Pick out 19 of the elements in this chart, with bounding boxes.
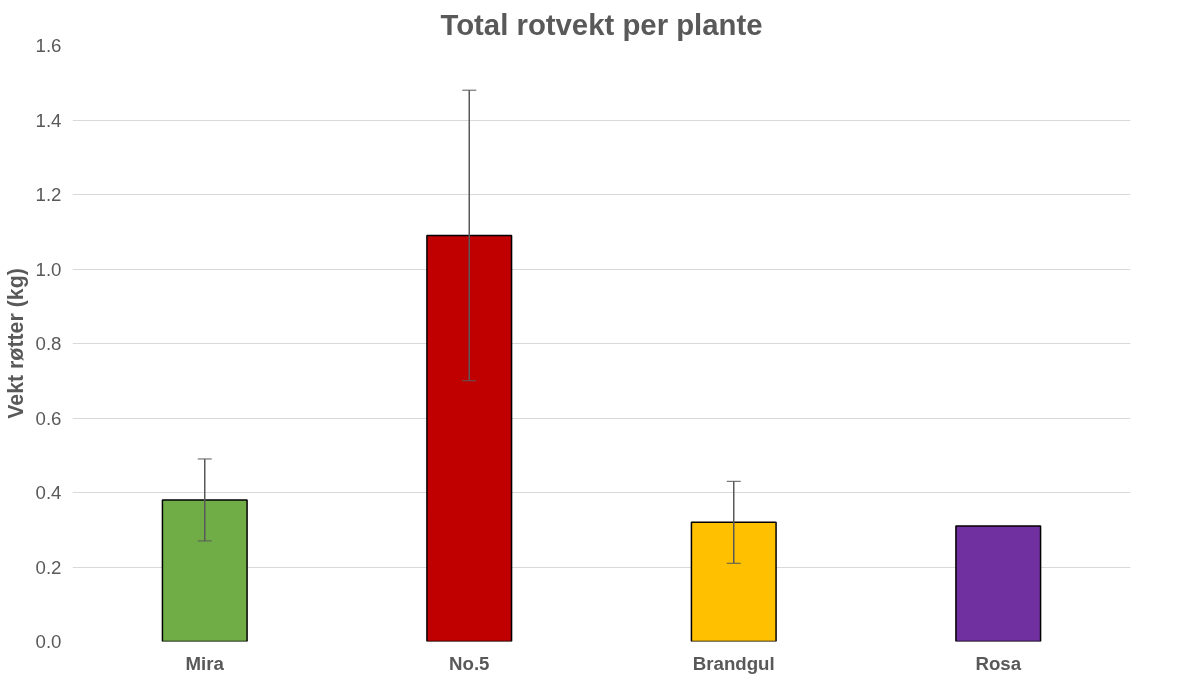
x-tick-label: No.5 [449,652,490,674]
y-tick-label: 1.2 [35,184,62,205]
x-tick-label: Brandgul [692,652,775,674]
y-tick-label: 0.0 [35,631,62,652]
y-tick-label: 0.6 [35,407,62,429]
bar [955,525,1042,642]
bar [426,234,513,642]
y-tick-label: 0.2 [35,556,62,578]
bar [690,521,777,642]
y-tick-label: 1.6 [35,35,62,56]
x-tick-label: Mira [185,652,225,674]
chart-title: Total rotvekt per plante [440,7,763,41]
y-axis-title: Vekt røtter (kg) [3,268,28,419]
x-tick-label: Rosa [975,652,1022,674]
y-tick-label: 1.0 [35,258,62,280]
y-tick-label: 0.8 [35,333,62,354]
y-tick-label: 0.4 [35,482,62,503]
y-tick-label: 1.4 [35,109,62,131]
bar [161,499,248,642]
